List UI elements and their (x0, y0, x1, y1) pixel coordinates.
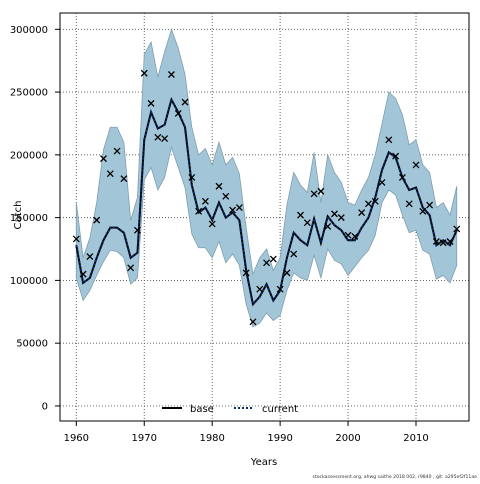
y-tick-label: 0 (42, 401, 48, 412)
observation-point (439, 239, 447, 247)
observation-point (398, 173, 406, 181)
observation-point (344, 231, 352, 239)
observation-point (113, 147, 121, 155)
observation-point (188, 173, 196, 181)
observation-point (392, 152, 400, 160)
observation-point (371, 197, 379, 205)
observation-point (100, 155, 107, 163)
observation-point (426, 201, 434, 209)
y-tick-label: 100000 (10, 276, 48, 287)
observation-point (310, 190, 318, 198)
series-line-current (75, 96, 458, 307)
observation-point (276, 285, 284, 293)
observation-point (290, 250, 298, 258)
observation-point (242, 269, 250, 277)
observation-point (331, 210, 338, 218)
y-axis-ticks: 0 50000 100000 150000 200000 250000 300000 (10, 25, 60, 412)
observation-point (324, 222, 332, 230)
x-tick-label: 1970 (132, 433, 157, 444)
observation-point (283, 269, 291, 277)
observation-point (249, 318, 257, 326)
y-tick-label: 150000 (10, 213, 48, 224)
observation-markers (72, 69, 461, 326)
confidence-band (75, 28, 458, 328)
y-axis-label: Catch (13, 201, 24, 230)
observation-point (195, 207, 203, 215)
series-lines (75, 96, 458, 307)
observation-point (93, 216, 101, 224)
observation-point (419, 207, 427, 215)
observation-point (147, 99, 155, 107)
observation-point (235, 204, 243, 212)
observation-point (106, 170, 114, 178)
observation-point (174, 109, 182, 117)
observation-point (317, 187, 325, 195)
observation-point (364, 200, 372, 208)
observation-point (351, 232, 359, 240)
legend-current-label: current (262, 404, 298, 415)
x-tick-label: 1990 (267, 433, 292, 444)
observation-point (269, 255, 277, 263)
legend: base current (162, 404, 298, 415)
observation-point (120, 175, 128, 183)
observation-point (86, 253, 94, 261)
observation-point (229, 206, 237, 214)
observation-point (378, 179, 386, 186)
observation-point (133, 226, 141, 234)
observation-point (446, 238, 454, 245)
observation-point (385, 136, 393, 144)
y-tick-label: 250000 (10, 88, 48, 99)
plot-frame (59, 12, 470, 422)
observation-point (297, 211, 304, 219)
observation-point (432, 238, 440, 245)
observation-point (201, 197, 209, 205)
x-tick-label: 1960 (64, 433, 89, 444)
observation-point (215, 182, 223, 190)
observation-point (412, 161, 420, 169)
observation-point (127, 264, 135, 272)
legend-base-label: base (190, 404, 214, 415)
y-tick-label: 50000 (16, 339, 48, 350)
observation-point (72, 235, 80, 243)
confidence-band-area (75, 28, 458, 328)
x-axis-label: Years (250, 457, 277, 468)
observation-point (140, 69, 148, 77)
observation-point (222, 192, 230, 200)
observation-point (208, 220, 216, 228)
x-axis-ticks: 1960 1970 1980 1990 2000 2010 (64, 421, 429, 444)
y-tick-label: 200000 (10, 150, 48, 161)
x-tick-label: 2000 (335, 433, 360, 444)
observation-point (303, 219, 311, 227)
observation-point (79, 270, 87, 278)
observation-point (154, 133, 162, 141)
footer-note: stockassessment.org, ahwg saithe 2018 00… (313, 474, 478, 480)
observation-point (167, 71, 175, 78)
observation-point (161, 135, 169, 142)
observation-point (337, 214, 345, 222)
observation-point (263, 259, 270, 267)
y-tick-label: 300000 (10, 25, 48, 36)
observation-point (181, 98, 189, 106)
observation-point (453, 225, 461, 233)
x-tick-label: 1980 (199, 433, 224, 444)
observation-point (405, 200, 413, 208)
observation-point (358, 209, 366, 217)
observation-point (256, 285, 264, 293)
x-tick-label: 2010 (403, 433, 428, 444)
